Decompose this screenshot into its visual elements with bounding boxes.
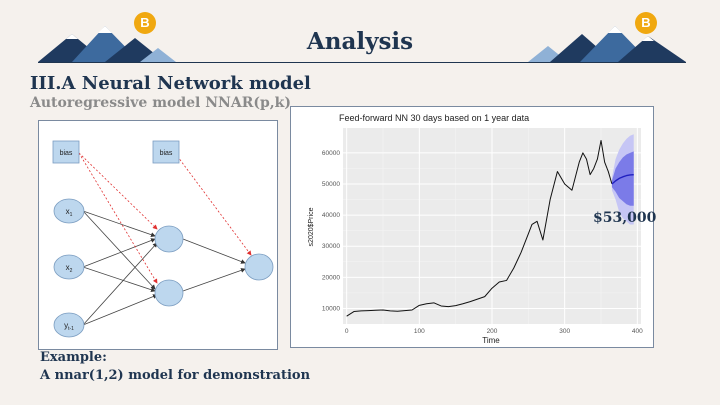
bitcoin-coin-right: B	[635, 12, 657, 34]
mountains-right	[528, 26, 686, 62]
bias-box-1	[52, 140, 80, 164]
bias-label-1: bias	[60, 150, 73, 157]
forecast-bands	[611, 134, 634, 225]
output-node	[244, 253, 274, 281]
y-tick-label: 60000	[322, 150, 340, 157]
section-subtitle: Autoregressive model NNAR(p,k)	[30, 95, 291, 111]
bias-label-2: bias	[160, 150, 173, 157]
svg-text:yt-1: yt-1	[64, 321, 74, 332]
y-tick-label: 20000	[322, 274, 340, 281]
svg-text:x1: x1	[66, 207, 73, 218]
mountains-left	[38, 26, 176, 62]
series-lines	[346, 139, 634, 317]
section-title: III.A Neural Network model	[30, 73, 311, 94]
input-node-x2	[53, 254, 85, 280]
coin-right-symbol: B	[641, 15, 651, 30]
input-y-label: y	[64, 321, 68, 330]
y-tick-label: 50000	[322, 181, 340, 188]
axis-ticks: 0 100 200 300 400 10000 20000 30000 40000 50000 60…	[322, 150, 643, 335]
x-tick-label: 400	[632, 328, 643, 335]
svg-text:x2: x2	[66, 263, 73, 274]
x-tick-label: 100	[414, 328, 425, 335]
hidden-node-1	[154, 225, 184, 253]
mountain-right-4	[618, 36, 686, 62]
input-y-sub: t-1	[68, 326, 74, 332]
bitcoin-coin-left: B	[134, 12, 156, 34]
bias-box-2	[152, 140, 180, 164]
x-tick-label: 300	[559, 328, 570, 335]
mountain-left-4	[140, 48, 176, 62]
history-line	[346, 139, 613, 317]
chart-title: Feed-forward NN 30 days based on 1 year …	[339, 113, 529, 123]
forecast-chart: Feed-forward NN 30 days based on 1 year …	[308, 113, 643, 345]
input-x2-label: x	[66, 263, 70, 272]
example-label: Example:	[40, 350, 107, 365]
nn-diagram-panel: bias bias x1 x2 yt-1	[38, 120, 278, 350]
input-x1-label: x	[66, 207, 70, 216]
price-callout: $53,000	[593, 210, 657, 226]
input-node-x1	[53, 198, 85, 224]
header-divider	[38, 62, 686, 63]
slide-title: Analysis	[306, 28, 414, 55]
forecast-line	[611, 173, 634, 185]
x-tick-label: 200	[487, 328, 498, 335]
plot-grid	[343, 128, 641, 324]
x-axis-label: Time	[482, 336, 500, 345]
y-tick-label: 30000	[322, 243, 340, 250]
y-tick-label: 40000	[322, 212, 340, 219]
input-node-y	[53, 312, 85, 338]
x-tick-label: 0	[345, 328, 349, 335]
input-x1-sub: 1	[70, 212, 73, 218]
input-x2-sub: 2	[70, 268, 73, 274]
nn-diagram: bias bias x1 x2 yt-1	[52, 140, 274, 338]
example-description: A nnar(1,2) model for demonstration	[40, 368, 311, 383]
coin-left-symbol: B	[140, 15, 150, 30]
y-tick-label: 10000	[322, 305, 340, 312]
band-inner	[611, 151, 634, 206]
hidden-node-2	[154, 279, 184, 307]
forecast-chart-panel: Feed-forward NN 30 days based on 1 year …	[290, 106, 654, 348]
y-axis-label: s2020$Price	[308, 207, 315, 246]
